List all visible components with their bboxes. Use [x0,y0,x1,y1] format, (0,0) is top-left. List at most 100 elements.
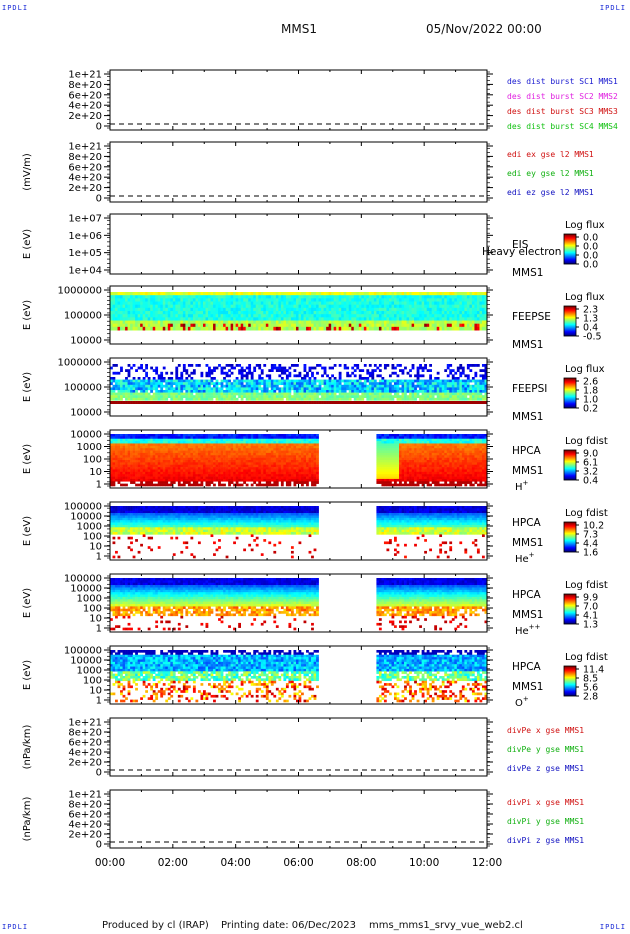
heatmap-cell [321,307,325,312]
heatmap-cell [122,295,126,299]
heatmap-cell [346,379,350,383]
heatmap-cell [451,382,455,385]
heatmap-cell [409,301,413,306]
heatmap-cell [280,392,284,396]
heatmap-cell [157,483,161,487]
heatmap-cell [308,397,312,401]
heatmap-cell [170,476,174,480]
heatmap-cell [180,320,184,325]
heatmap-cell [187,476,191,480]
heatmap-cell [170,326,174,331]
heatmap-cell [215,384,219,388]
heatmap-cell [205,304,209,309]
heatmap-cell [253,311,257,315]
heatmap-cell [235,317,239,321]
heatmap-cell [263,317,267,321]
heatmap-cell [474,374,478,378]
heatmap-cell [155,401,159,404]
heatmap-cell [152,452,156,456]
heatmap-cell [253,307,257,312]
heatmap-cell [363,377,367,380]
heatmap-cell [260,387,264,391]
heatmap-cell [479,401,483,404]
heatmap-cell [411,320,415,325]
heatmap-cell [446,382,450,385]
heatmap-cell [192,441,196,444]
heatmap-cell [353,395,357,398]
heatmap-cell [122,478,126,482]
heatmap-cell [258,382,262,385]
heatmap-cell [225,476,229,480]
heatmap-cell [160,374,164,378]
heatmap-cell [373,395,377,398]
heatmap-cell [112,471,116,475]
heatmap-cell [331,323,335,328]
heatmap-cell [396,364,400,367]
heatmap-cell [192,483,196,487]
heatmap-cell [235,390,239,393]
heatmap-cell [142,460,146,463]
heatmap-cell [343,320,347,325]
heatmap-cell [358,298,362,302]
heatmap-cell [414,292,418,296]
heatmap-cell [152,392,156,396]
heatmap-cell [137,438,141,442]
heatmap-cell [233,301,237,306]
heatmap-cell [195,436,199,440]
heatmap-cell [404,298,408,302]
heatmap-cell [187,445,191,449]
heatmap-cell [140,366,143,370]
heatmap-cell [225,390,229,393]
heatmap-cell [303,304,307,309]
heatmap-cell [481,379,485,383]
heatmap-cell [441,390,445,393]
heatmap-cell [182,387,186,391]
heatmap-cell [383,384,387,388]
heatmap-cell [130,317,134,321]
heatmap-cell [218,382,221,385]
heatmap-cell [253,295,257,299]
heatmap-cell [132,304,136,309]
heatmap-cell [333,292,337,296]
heatmap-cell [240,298,244,302]
heatmap-cell [250,301,254,306]
heatmap-cell [208,452,211,456]
heatmap-cell [180,314,184,318]
heatmap-cell [373,295,377,299]
heatmap-cell [429,390,433,393]
heatmap-cell [233,390,236,393]
heatmap-cell [308,301,312,306]
heatmap-cell [150,448,154,451]
heatmap-cell [416,298,420,302]
heatmap-cell [210,298,214,302]
heatmap-cell [434,292,438,296]
heatmap-cell [368,390,372,393]
heatmap-cell [125,443,128,447]
heatmap-cell [288,366,292,370]
heatmap-cell [441,397,445,401]
heatmap-cell [459,387,463,391]
heatmap-cell [373,323,377,328]
heatmap-cell [240,384,244,388]
heatmap-cell [182,443,186,447]
colorbar-segment [564,258,576,260]
heatmap-cell [358,292,362,296]
heatmap-cell [409,382,412,385]
heatmap-cell [404,395,407,398]
y-axis-label: E (eV) [22,444,33,474]
heatmap-cell [273,379,277,383]
heatmap-cell [416,292,420,296]
heatmap-cell [112,462,116,466]
heatmap-cell [147,392,151,396]
heatmap-cell [253,395,257,398]
heatmap-cell [409,390,412,393]
heatmap-cell [177,377,181,380]
heatmap-cell [112,441,116,444]
heatmap-cell [358,384,362,388]
heatmap-cell [162,314,166,318]
heatmap-cell [399,317,403,321]
heatmap-cell [120,390,123,393]
heatmap-cell [376,382,380,385]
heatmap-cell [127,460,131,463]
heatmap-cell [190,317,194,321]
